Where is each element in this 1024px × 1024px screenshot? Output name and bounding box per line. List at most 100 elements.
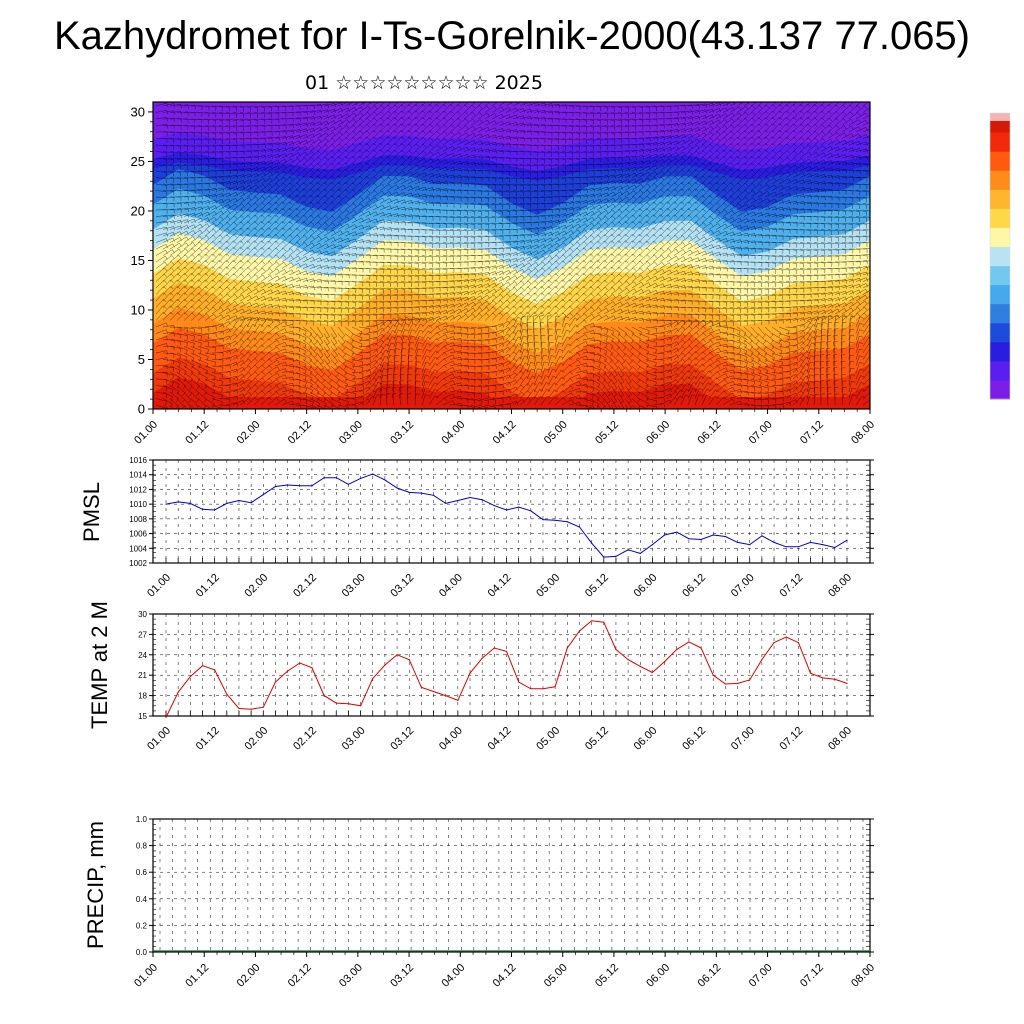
wind-barb: [687, 175, 699, 185]
wind-barb: [155, 183, 168, 190]
wind-barb: [596, 144, 609, 151]
wind-barb: [393, 317, 404, 328]
wind-barb: [624, 196, 637, 204]
wind-barb: [526, 131, 539, 136]
wind-barb: [288, 182, 300, 191]
wind-barb: [407, 143, 419, 152]
wind-barb: [358, 182, 370, 191]
wind-barb: [169, 365, 181, 374]
wind-barb: [848, 102, 854, 107]
wind-barb: [379, 183, 392, 191]
wind-barb: [694, 138, 707, 146]
wind-barb: [162, 157, 175, 164]
wind-barb: [764, 274, 777, 281]
wind-barb: [722, 358, 735, 363]
wind-barb: [547, 292, 559, 302]
wind-barb: [603, 365, 612, 377]
wind-barb: [624, 253, 636, 263]
wind-barb: [337, 137, 349, 146]
wind-barb: [288, 234, 300, 243]
wind-barb: [610, 131, 623, 138]
wind-barb: [806, 281, 819, 286]
wind-barb: [617, 118, 630, 125]
wind-barb: [540, 214, 553, 219]
wind-barb: [540, 354, 548, 367]
wind-barb: [778, 178, 791, 185]
wind-barb: [750, 352, 761, 363]
wind-barb: [428, 110, 440, 120]
wind-barb: [267, 118, 280, 124]
wind-barb: [176, 372, 187, 383]
wind-barb: [358, 124, 370, 133]
wind-barb: [225, 151, 238, 156]
wind-barb: [568, 241, 581, 250]
wind-barb: [757, 241, 770, 246]
wind-barb: [239, 240, 251, 250]
wind-barb: [316, 326, 324, 339]
wind-barb: [855, 288, 868, 295]
wind-barb: [687, 208, 699, 217]
wind-barb: [778, 287, 791, 294]
wind-barb: [428, 248, 441, 255]
wind-barb: [225, 253, 237, 263]
wind-barb: [288, 248, 301, 256]
wind-barb: [400, 323, 410, 334]
wind-barb: [540, 110, 553, 115]
wind-barb: [554, 349, 563, 360]
wind-barb: [470, 333, 483, 339]
wind-barb: [617, 131, 630, 137]
colorbar-segment: [990, 298, 1010, 305]
wind-barb: [624, 214, 636, 224]
wind-barb: [533, 170, 546, 177]
wind-barb: [225, 315, 238, 321]
wind-barb: [288, 201, 300, 211]
wind-barb: [323, 359, 331, 371]
wind-barb: [589, 326, 602, 331]
wind-barb: [505, 318, 517, 328]
wind-barb: [512, 292, 524, 302]
wind-barb: [736, 372, 749, 379]
wind-barb: [568, 200, 581, 205]
wind-barb: [491, 312, 503, 321]
wind-barb: [407, 178, 420, 185]
wind-barb: [267, 112, 280, 118]
wind-barb: [533, 131, 546, 136]
wind-barb: [477, 216, 490, 223]
wind-barb: [757, 268, 770, 274]
wind-barb: [190, 189, 203, 194]
wind-barb: [204, 259, 216, 269]
wind-barb: [190, 299, 202, 308]
wind-barb: [589, 204, 602, 211]
wind-barb: [239, 372, 252, 380]
wind-barb: [435, 334, 448, 341]
wind-barb: [582, 259, 594, 269]
wind-barb: [253, 330, 264, 341]
wind-barb: [694, 169, 706, 178]
wind-barb: [757, 183, 770, 191]
wind-barb: [736, 218, 749, 224]
wind-barb: [204, 188, 217, 193]
wind-barb: [575, 200, 588, 205]
wind-barb: [533, 203, 546, 208]
wind-barb: [295, 157, 308, 165]
wind-barb: [708, 320, 721, 327]
wind-barb: [162, 352, 175, 358]
wind-barb: [176, 164, 189, 171]
wind-barb: [400, 354, 406, 367]
wind-barb: [540, 164, 553, 171]
wind-barb: [505, 107, 518, 113]
wind-barb: [834, 235, 847, 242]
wind-barb: [617, 105, 630, 112]
wind-barb: [624, 333, 634, 344]
wind-barb: [183, 241, 196, 250]
wind-barb: [750, 169, 762, 178]
wind-barb: [400, 294, 413, 300]
wind-barb: [470, 372, 483, 378]
wind-barb: [701, 280, 714, 285]
wind-barb: [645, 254, 658, 263]
wind-barb: [589, 253, 601, 263]
wind-barb: [428, 261, 441, 268]
wind-barb: [302, 320, 315, 326]
wind-barb: [652, 339, 665, 344]
wind-barb: [456, 102, 462, 107]
